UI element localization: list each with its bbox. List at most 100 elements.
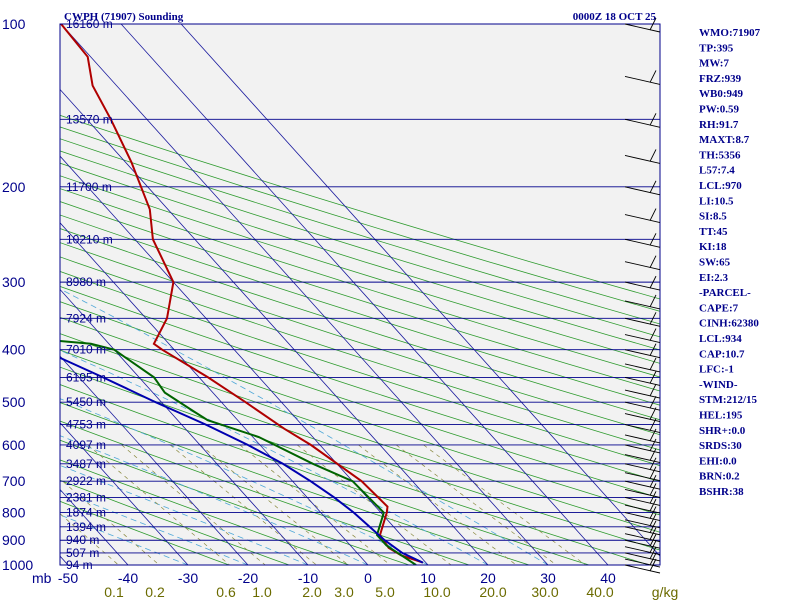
index-row: EI:2.3 bbox=[699, 272, 729, 284]
isotherm bbox=[60, 422, 189, 565]
temperature-tick-label: 30 bbox=[540, 570, 556, 586]
wind-barb-flag bbox=[649, 407, 657, 420]
pressure-tick-label: 600 bbox=[2, 437, 26, 453]
index-row: CAP:10.7 bbox=[699, 348, 745, 360]
wind-barb-flag bbox=[649, 428, 657, 442]
wind-barb bbox=[624, 504, 661, 514]
mixing-ratio-label: 40.0 bbox=[586, 584, 613, 600]
wind-barb-flag bbox=[649, 208, 657, 221]
wind-barb bbox=[624, 526, 661, 536]
plot-frame bbox=[59, 23, 661, 566]
isotherm bbox=[60, 24, 549, 565]
wind-barb bbox=[624, 496, 661, 506]
wind-barb bbox=[624, 512, 661, 522]
wind-barb-flag bbox=[649, 17, 657, 31]
wind-barb bbox=[624, 23, 661, 33]
height-label: 1874 m bbox=[66, 506, 106, 520]
index-row: LCL:970 bbox=[699, 180, 742, 192]
pressure-tick-label: 800 bbox=[2, 505, 26, 521]
wind-barb bbox=[624, 349, 661, 359]
wind-barb bbox=[624, 401, 661, 411]
wind-barb bbox=[624, 118, 661, 128]
wind-barb-flag bbox=[649, 357, 657, 371]
wind-barb-flag bbox=[649, 233, 657, 246]
mixing-ratio-label: 10.0 bbox=[423, 584, 450, 600]
wind-barb-flag bbox=[649, 312, 657, 325]
height-label: 13570 m bbox=[66, 112, 113, 126]
height-label: 6195 m bbox=[66, 370, 106, 384]
wind-barb-flag bbox=[649, 294, 657, 308]
index-row: -PARCEL- bbox=[699, 287, 751, 299]
index-row: MW:7 bbox=[699, 58, 729, 70]
isotherm bbox=[60, 155, 429, 565]
height-label: 4753 m bbox=[66, 418, 106, 432]
index-row: CAPE:7 bbox=[699, 302, 739, 314]
index-row: LCL:934 bbox=[699, 333, 742, 345]
wind-barb-flag bbox=[649, 343, 657, 356]
mixing-ratio-label: 3.0 bbox=[334, 584, 354, 600]
pressure-tick-label: 900 bbox=[2, 532, 26, 548]
pressure-tick-label: 500 bbox=[2, 394, 26, 410]
wind-barb-flag bbox=[649, 275, 657, 289]
wind-barb bbox=[624, 155, 661, 164]
wind-barb bbox=[624, 281, 661, 291]
mixing-ratio-label: 5.0 bbox=[375, 584, 395, 600]
index-row: HEL:195 bbox=[699, 410, 743, 422]
mixing-ratio-label: g/kg bbox=[652, 584, 678, 600]
temperature-curve bbox=[60, 24, 424, 564]
height-label: 16160 m bbox=[66, 17, 113, 31]
wind-barb bbox=[624, 214, 661, 223]
mixing-ratio-label: 2.0 bbox=[302, 584, 322, 600]
moist-adiabat bbox=[60, 514, 189, 565]
dewpoint-curve bbox=[60, 340, 417, 565]
parcel-curve bbox=[60, 356, 424, 564]
mixing-ratio-label: 1.0 bbox=[252, 584, 272, 600]
wind-barb-flag bbox=[649, 491, 657, 504]
wind-barb-flag bbox=[649, 546, 657, 560]
mixing-ratio-label: 20.0 bbox=[479, 584, 506, 600]
wind-barb-flag bbox=[649, 255, 657, 268]
index-row: PW:0.59 bbox=[699, 104, 740, 116]
mixing-ratio-label: 0.6 bbox=[216, 584, 236, 600]
temperature-tick-label: 20 bbox=[480, 570, 496, 586]
index-row: TP:395 bbox=[699, 42, 734, 54]
height-label: 1394 m bbox=[66, 520, 106, 534]
wind-barb-flag bbox=[649, 371, 657, 384]
height-label: 4097 m bbox=[66, 438, 106, 452]
wind-barb bbox=[624, 519, 661, 529]
height-label: 2922 m bbox=[66, 474, 106, 488]
wind-barb bbox=[624, 376, 661, 386]
index-row: STM:212/15 bbox=[699, 394, 758, 406]
pressure-tick-label: 700 bbox=[2, 473, 26, 489]
index-row: WB0:949 bbox=[699, 88, 744, 100]
stability-indices-panel: WMO:71907 TP:395 MW:7 FRZ:939 WB0:949 PW:0.59… bbox=[699, 27, 761, 498]
wind-barb-flag bbox=[649, 457, 657, 470]
index-row: BSHR:38 bbox=[699, 486, 744, 498]
height-label: 7924 m bbox=[66, 311, 106, 325]
wind-barb-flag bbox=[649, 513, 657, 527]
mixing-ratio-label: 30.0 bbox=[531, 584, 558, 600]
moist-adiabat bbox=[60, 349, 489, 565]
index-row: MAXT:8.7 bbox=[699, 134, 750, 146]
moist-adiabat bbox=[60, 288, 549, 565]
height-label: 94 m bbox=[66, 558, 93, 572]
grid-lines bbox=[60, 24, 660, 565]
wind-barbs bbox=[624, 17, 661, 574]
temperature-tick-label: 10 bbox=[420, 570, 436, 586]
index-row: TT:45 bbox=[699, 226, 728, 238]
temperature-tick-label: -40 bbox=[118, 570, 138, 586]
isotherm bbox=[60, 355, 249, 565]
isotherm bbox=[60, 288, 309, 565]
height-label: 507 m bbox=[66, 546, 99, 560]
temperature-tick-label: -30 bbox=[178, 570, 198, 586]
wind-barb-flag bbox=[649, 180, 657, 194]
index-row: L57:7.4 bbox=[699, 165, 735, 177]
wind-barb bbox=[624, 539, 661, 549]
moist-adiabat bbox=[60, 490, 249, 565]
index-row: SW:65 bbox=[699, 257, 731, 269]
index-row: FRZ:939 bbox=[699, 73, 742, 85]
isotherm bbox=[120, 24, 609, 565]
height-labels: 16160 m 13570 m 11700 m 10210 m 8980 m 7924 m… bbox=[66, 17, 113, 572]
wind-barb bbox=[624, 363, 661, 373]
